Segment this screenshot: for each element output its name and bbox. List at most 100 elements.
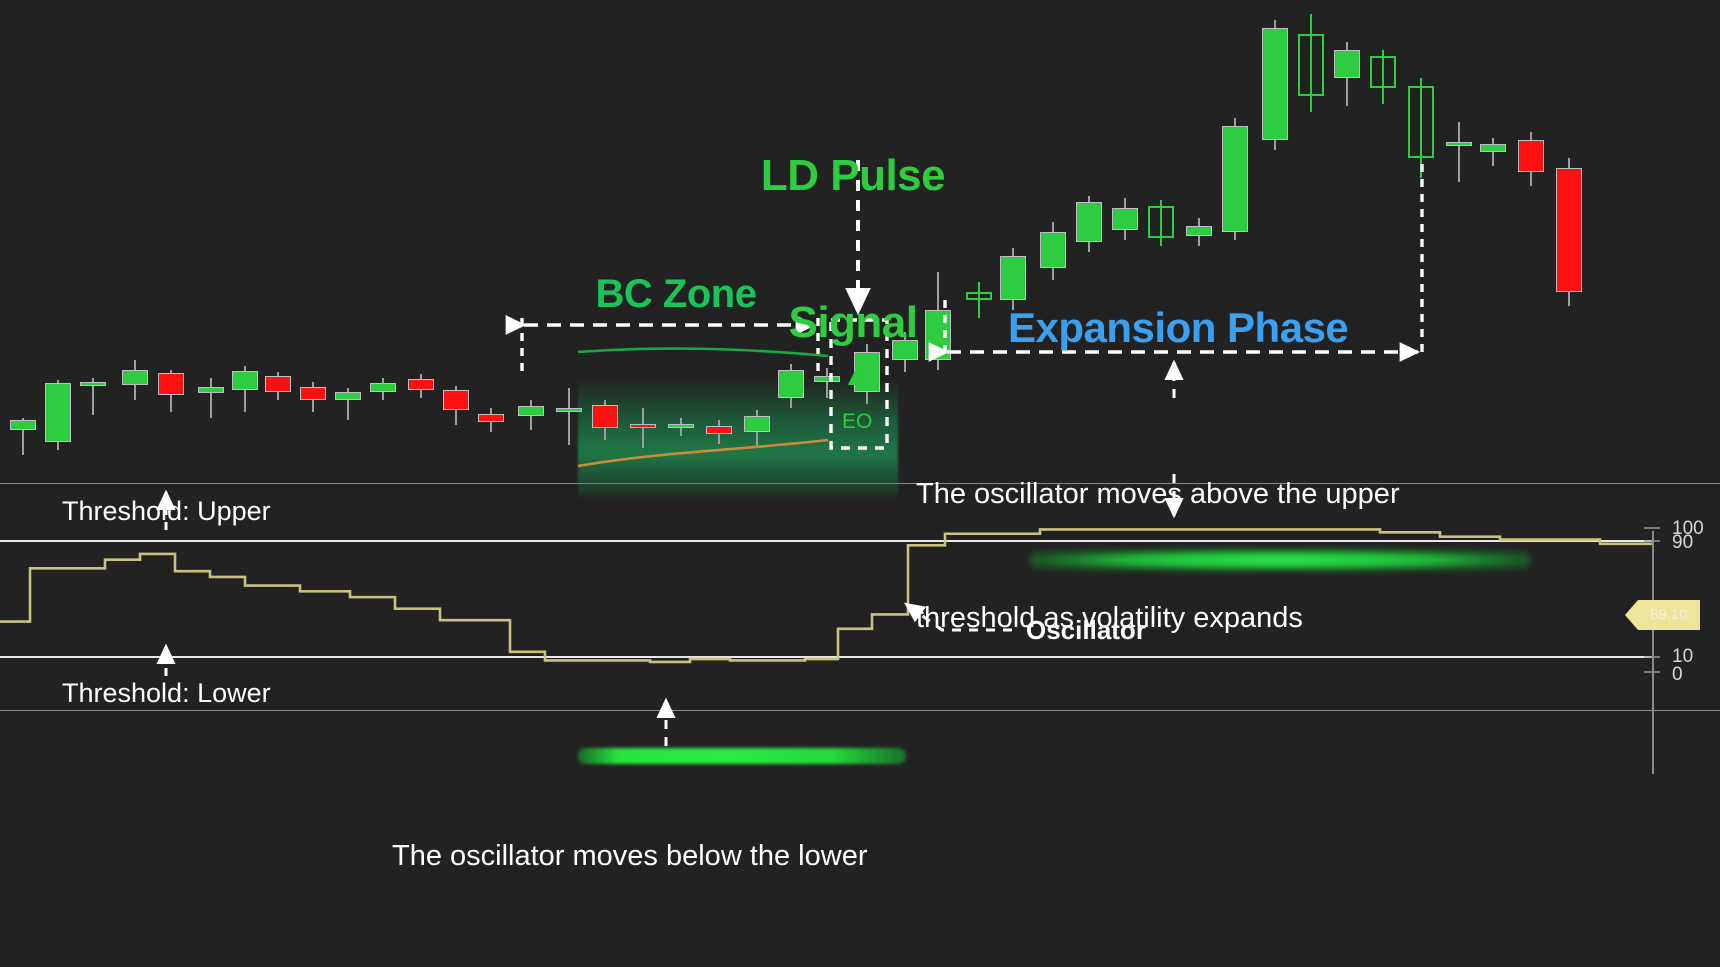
candle-wick <box>568 388 570 445</box>
candle-body <box>744 416 770 432</box>
candlestick <box>706 420 732 444</box>
candle-wick <box>210 378 212 418</box>
candlestick <box>1408 78 1434 178</box>
candlestick <box>1446 122 1472 182</box>
ld-pulse-title-line2: Signal <box>788 298 918 348</box>
candle-wick <box>1420 78 1422 178</box>
candlestick <box>443 386 469 425</box>
candle-body <box>198 387 224 393</box>
candle-body <box>1040 232 1066 268</box>
scale-tick-10: 10 <box>1672 646 1694 667</box>
scale-tick-0: 0 <box>1672 664 1683 685</box>
candlestick <box>1000 248 1026 310</box>
candle-body <box>80 382 106 386</box>
candle-body <box>1148 206 1174 238</box>
candlestick <box>1112 198 1138 240</box>
lower-note-line1: The oscillator moves below the lower <box>392 840 868 873</box>
candle-body <box>1370 56 1396 88</box>
candle-body <box>1262 28 1288 140</box>
upper-threshold-note: The oscillator moves above the upper thr… <box>916 392 1400 721</box>
candlestick <box>1262 20 1288 150</box>
candlestick <box>408 374 434 398</box>
candle-body <box>1222 126 1248 232</box>
candlestick <box>592 400 618 440</box>
candlestick <box>1148 200 1174 246</box>
candle-body <box>10 420 36 430</box>
candlestick <box>80 378 106 415</box>
candle-body <box>1480 144 1506 152</box>
candle-body <box>45 383 71 442</box>
pane-divider-bottom <box>0 710 1720 711</box>
candlestick <box>1480 138 1506 166</box>
candlestick <box>122 360 148 400</box>
candle-body <box>300 387 326 400</box>
candlestick <box>518 400 544 430</box>
signal-marker-label: EO <box>842 410 873 433</box>
signal-triangle-icon: ▲ <box>843 364 867 391</box>
candle-wick <box>1160 200 1162 246</box>
candlestick <box>1222 118 1248 240</box>
candlestick <box>10 418 36 455</box>
candlestick <box>1556 158 1582 306</box>
candlestick <box>966 282 992 318</box>
candlestick <box>300 382 326 412</box>
candlestick <box>1518 132 1544 186</box>
candle-wick <box>1382 50 1384 104</box>
candlestick <box>668 418 694 436</box>
upper-note-line2: threshold as volatility expands <box>916 601 1303 634</box>
candle-wick <box>642 408 644 448</box>
candlestick <box>1298 14 1324 112</box>
candle-wick <box>1310 14 1312 112</box>
scale-tick-90: 90 <box>1672 532 1694 553</box>
candlestick <box>335 388 361 420</box>
candle-body <box>556 408 582 412</box>
lower-note-line2: threshold as volatility compresses <box>392 960 867 967</box>
candle-body <box>778 370 804 398</box>
ld-pulse-title-line1: LD Pulse <box>760 150 946 200</box>
candle-wick <box>347 388 349 420</box>
candle-body <box>265 376 291 392</box>
lower-threshold-note: The oscillator moves below the lower thr… <box>392 754 867 967</box>
lower-threshold-glow <box>578 748 906 764</box>
candle-body <box>1556 168 1582 292</box>
candlestick <box>158 370 184 412</box>
candlestick <box>630 408 656 448</box>
candlestick <box>1076 196 1102 252</box>
candle-body <box>892 340 918 360</box>
expansion-phase-title: Expansion Phase <box>1008 304 1349 351</box>
candle-body <box>668 424 694 428</box>
candle-body <box>1446 142 1472 146</box>
bc-zone-title: BC Zone <box>595 272 757 316</box>
candlestick <box>198 378 224 418</box>
candle-body <box>1000 256 1026 300</box>
candle-wick <box>826 368 828 398</box>
candlestick <box>1186 218 1212 246</box>
candle-body <box>1334 50 1360 78</box>
candlestick <box>370 378 396 400</box>
candle-body <box>443 390 469 410</box>
candlestick <box>556 388 582 445</box>
candle-wick <box>92 378 94 415</box>
annotation-pane <box>0 774 1720 967</box>
candle-body <box>478 414 504 422</box>
candle-wick <box>978 282 980 318</box>
candle-body <box>630 424 656 428</box>
candle-body <box>1076 202 1102 242</box>
candle-body <box>1112 208 1138 230</box>
candle-wick <box>1458 122 1460 182</box>
candle-body <box>592 405 618 428</box>
candle-body <box>1186 226 1212 236</box>
oscillator-callout-label: Oscillator <box>1026 615 1146 645</box>
candle-body <box>518 406 544 416</box>
candle-body <box>335 392 361 400</box>
candle-body <box>158 373 184 395</box>
scale-tick-100: 100 <box>1672 518 1704 539</box>
candle-wick <box>1492 138 1494 166</box>
candlestick <box>265 372 291 400</box>
oscillator-value-badge: 89.10 <box>1625 600 1700 630</box>
candlestick <box>232 366 258 412</box>
candle-body <box>1408 86 1434 158</box>
candle-body <box>966 292 992 300</box>
candlestick <box>744 410 770 446</box>
